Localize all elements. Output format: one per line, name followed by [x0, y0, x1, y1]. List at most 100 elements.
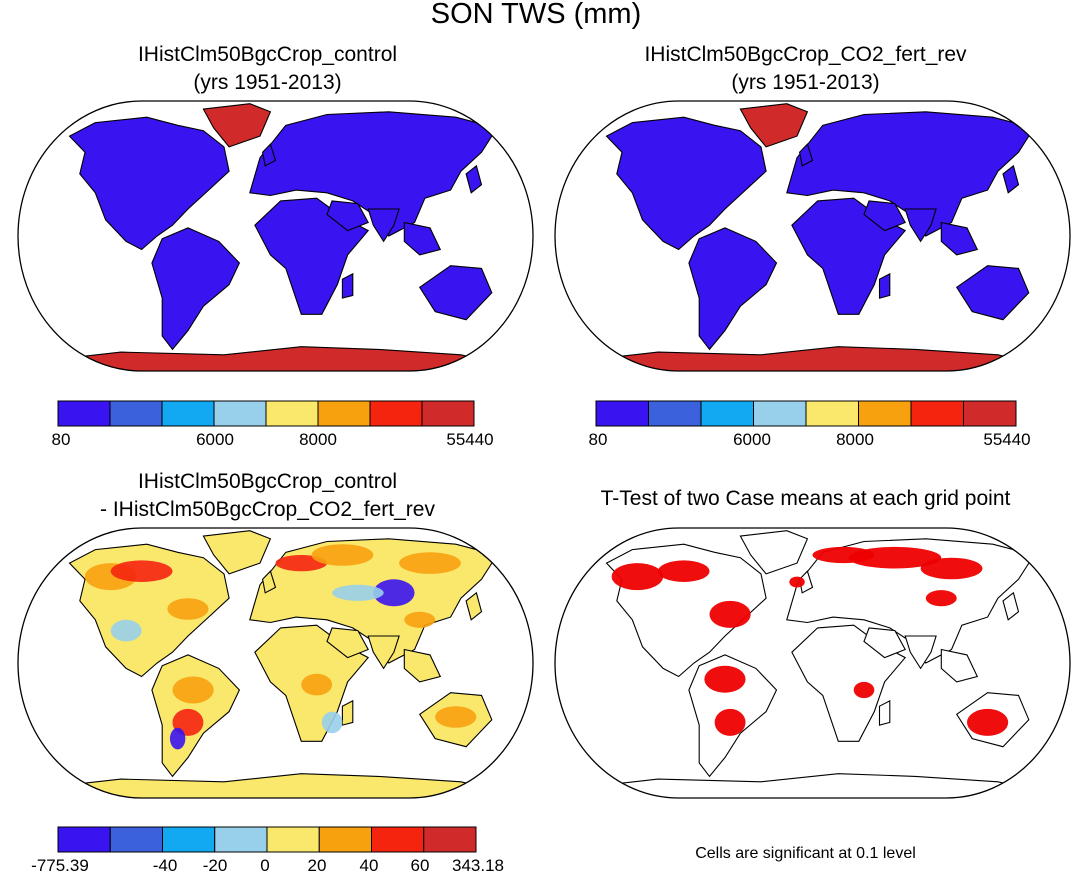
significant-cells: [714, 708, 746, 736]
colorbar-box: [595, 400, 649, 427]
continent-arabia: [863, 627, 906, 659]
difference-cells: [435, 706, 477, 728]
cb-label: 20: [307, 856, 327, 875]
continent-madagascar: [878, 272, 891, 299]
continent-namerica: [605, 116, 767, 251]
continent-madagascar: [878, 699, 891, 726]
continent-samerica: [151, 227, 241, 351]
difference-cells: [332, 584, 384, 601]
continent-uk: [262, 570, 277, 594]
continent-japan: [1002, 164, 1020, 194]
continent-seasia: [403, 221, 442, 256]
continent-uk: [262, 143, 277, 167]
colorbar-difference: [57, 826, 477, 853]
cb-label: -775.39: [31, 856, 89, 875]
difference-cells: [399, 552, 461, 574]
co2-map: [554, 100, 1071, 372]
difference-cells: [404, 611, 436, 628]
colorbar-box: [805, 400, 859, 427]
cb-label: 40: [359, 856, 379, 875]
cb-label: 8000: [299, 430, 337, 449]
colorbar-control: [57, 400, 475, 427]
cb-label: 60: [410, 856, 430, 875]
continent-arabia: [326, 200, 369, 232]
continent-india: [904, 208, 937, 243]
map-content: [47, 103, 509, 371]
colorbar-co2: [595, 400, 1017, 427]
continent-seasia: [403, 648, 442, 683]
map-border: [554, 527, 1071, 799]
colorbar-box: [109, 400, 163, 427]
colorbar-box: [109, 826, 163, 853]
continent-eurasia: [786, 111, 1035, 237]
colorbar-box: [213, 400, 267, 427]
difference-map: [17, 527, 534, 799]
difference-cells: [110, 619, 142, 642]
colorbar-box: [753, 400, 807, 427]
cb-label: 80: [588, 430, 608, 449]
continent-madagascar: [341, 272, 354, 299]
continent-greenland: [202, 103, 272, 148]
ttest-map: [554, 527, 1071, 799]
continent-samerica: [688, 227, 778, 351]
panel-subtitle-diff: - IHistClm50BgcCrop_CO2_fert_rev: [100, 498, 435, 521]
significant-cells: [704, 665, 746, 693]
continent-seasia: [940, 648, 979, 683]
continent-india: [367, 208, 400, 243]
colorbar-box: [266, 826, 320, 853]
difference-cells: [110, 560, 173, 582]
difference-cells: [301, 673, 333, 696]
colorbar-box: [423, 826, 477, 853]
difference-cells: [373, 579, 415, 607]
continent-japan: [465, 164, 483, 194]
cb-label: -20: [202, 856, 228, 875]
continent-uk: [799, 143, 814, 167]
panel-subtitle-co2: (yrs 1951-2013): [731, 71, 880, 94]
cb-label: 0: [260, 856, 270, 875]
figure-title: SON TWS (mm): [430, 0, 642, 30]
colorbar-box: [371, 826, 425, 853]
significant-cells: [658, 560, 710, 582]
continent-madagascar: [341, 699, 354, 726]
control-map: [17, 100, 534, 372]
continent-seasia: [940, 221, 979, 256]
map-border: [17, 100, 534, 372]
significant-cells: [709, 600, 751, 628]
difference-cells: [169, 727, 186, 750]
continent-india: [367, 635, 400, 670]
colorbar-box: [318, 826, 372, 853]
difference-cells: [167, 598, 209, 620]
map-content: [584, 103, 1046, 371]
significance-note: Cells are significant at 0.1 level: [695, 845, 916, 862]
colorbar-box: [265, 400, 319, 427]
colorbar-box: [57, 400, 111, 427]
colorbar-box: [421, 400, 475, 427]
continent-arabia: [326, 627, 369, 659]
colorbar-box: [369, 400, 423, 427]
continent-antarctica: [47, 773, 509, 798]
colorbar-box: [858, 400, 912, 427]
cb-label: 8000: [836, 430, 874, 449]
continent-africa: [791, 197, 907, 315]
difference-cells: [311, 544, 374, 566]
continent-africa: [254, 197, 370, 315]
continent-africa: [791, 624, 907, 742]
colorbar-box: [162, 826, 216, 853]
colorbar-box: [214, 826, 268, 853]
significant-cells: [967, 708, 1009, 736]
cb-label: 343.18: [452, 856, 504, 875]
map-content: [47, 530, 509, 798]
continent-namerica: [68, 116, 230, 251]
panel-title-co2: IHistClm50BgcCrop_CO2_fert_rev: [644, 43, 967, 66]
colorbar-box: [910, 400, 964, 427]
colorbar-box: [963, 400, 1017, 427]
cb-label: 6000: [733, 430, 771, 449]
significant-cells: [789, 576, 805, 588]
continent-greenland: [739, 103, 809, 148]
continent-antarctica: [47, 346, 509, 371]
colorbar-box: [317, 400, 371, 427]
colorbar-box: [161, 400, 215, 427]
colorbar-box: [57, 826, 111, 853]
continent-india: [904, 635, 937, 670]
